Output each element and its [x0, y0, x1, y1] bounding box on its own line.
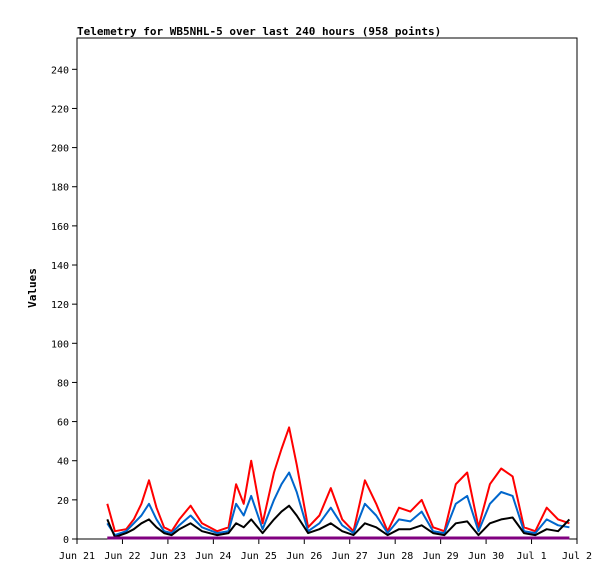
y-tick-label: 60 — [57, 418, 69, 429]
x-tick-label: Jun 24 — [195, 551, 231, 562]
series-line-1 — [106, 426, 570, 533]
x-tick-label: Jun 25 — [241, 551, 277, 562]
x-tick-label: Jun 29 — [423, 551, 459, 562]
y-tick-label: 20 — [57, 496, 69, 507]
y-tick-label: 220 — [51, 104, 69, 115]
y-axis-title: Values — [26, 268, 39, 308]
y-tick-label: 140 — [51, 261, 69, 272]
x-tick-label: Jun 28 — [377, 551, 413, 562]
x-tick-label: Jun 27 — [332, 551, 368, 562]
x-axis: Jun 21 Jun 22 Jun 23 Jun 24 Jun 25 Jun 26 Jun … — [59, 539, 592, 562]
x-tick-label: Jun 21 — [59, 551, 95, 562]
x-tick-label: Jul 1 — [516, 551, 546, 562]
y-tick-label: 0 — [63, 535, 69, 546]
x-tick-label: Jun 30 — [468, 551, 504, 562]
y-tick-label: 40 — [57, 457, 69, 468]
y-axis: 0 20 40 60 80 100 120 140 160 180 200 220 240 — [51, 65, 77, 546]
y-tick-label: 200 — [51, 144, 69, 155]
y-tick-label: 100 — [51, 339, 69, 350]
y-tick-label: 80 — [57, 378, 69, 389]
y-tick-label: 180 — [51, 183, 69, 194]
chart-title: Telemetry for WB5NHL-5 over last 240 hou… — [77, 25, 441, 38]
x-tick-label: Jun 26 — [286, 551, 322, 562]
series-line-2 — [106, 471, 570, 537]
series-line-3 — [106, 504, 571, 538]
y-tick-label: 240 — [51, 65, 69, 76]
x-tick-label: Jun 23 — [150, 551, 186, 562]
y-tick-label: 120 — [51, 300, 69, 311]
plot-frame — [76, 37, 578, 540]
x-tick-label: Jun 22 — [104, 551, 140, 562]
x-tick-label: Jul 2 — [562, 551, 592, 562]
y-tick-label: 160 — [51, 222, 69, 233]
series-layer — [106, 426, 571, 540]
